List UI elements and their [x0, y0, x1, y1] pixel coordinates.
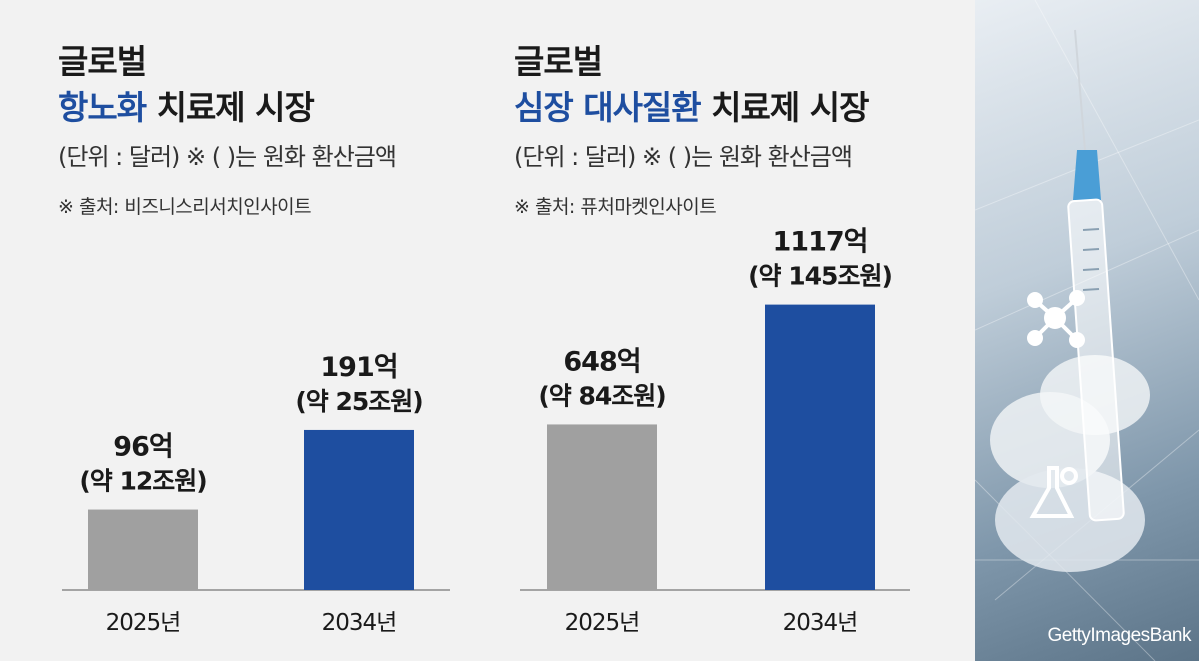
chart-title-line1: 글로벌	[514, 42, 603, 81]
x-tick-label-0: 2025년	[565, 610, 640, 636]
syringe-illustration	[975, 0, 1199, 661]
bar-1	[304, 429, 414, 590]
bar-value-label-0: 96억	[113, 432, 172, 463]
bar-value-label-1: 1117억	[773, 227, 868, 258]
chart-title-rest: 치료제 시장	[700, 88, 869, 127]
molecule-icon	[1027, 290, 1085, 348]
bar-sub-label-0: (약 84조원)	[538, 381, 665, 410]
bar-value-label-1: 191억	[320, 352, 397, 383]
bar-0	[88, 509, 198, 590]
chart-subtitle: (단위 : 달러) ※ ( )는 원화 환산금액	[514, 143, 853, 171]
chart-title-line1: 글로벌	[58, 42, 147, 81]
bar-sub-label-1: (약 145조원)	[748, 262, 892, 291]
bar-chart-cardiometabolic: (약 84조원) 648억 2025년 (약 145조원) 1117억 2034년	[520, 227, 910, 636]
chart-title-line2: 심장 대사질환 치료제 시장	[514, 88, 869, 128]
bar-0	[547, 424, 657, 590]
chart-title-accent: 항노화	[58, 88, 147, 127]
x-tick-label-1: 2034년	[783, 610, 858, 636]
bar-sub-label-1: (약 25조원)	[295, 387, 422, 416]
chart-panel-cardiometabolic: 글로벌 심장 대사질환 치료제 시장 (단위 : 달러) ※ ( )는 원화 환…	[490, 0, 975, 661]
chart-panel-anti-aging: 글로벌 항노화 치료제 시장 (단위 : 달러) ※ ( )는 원화 환산금액 …	[0, 0, 490, 661]
photo-credit: GettyImagesBank	[1047, 625, 1191, 646]
flask-icon	[1029, 466, 1078, 518]
bar-value-label-0: 648억	[563, 346, 640, 377]
chart-source: ※ 출처: 비즈니스리서치인사이트	[58, 196, 312, 218]
chart-title-accent: 심장 대사질환	[514, 88, 702, 127]
stock-photo: GettyImagesBank	[975, 0, 1199, 661]
syringe-icon	[1067, 29, 1125, 522]
bar-chart-anti-aging: (약 12조원) 96억 2025년 (약 25조원) 191억 2034년	[62, 352, 450, 636]
x-tick-label-0: 2025년	[106, 610, 181, 636]
bar-1	[765, 304, 875, 590]
bar-sub-label-0: (약 12조원)	[79, 467, 206, 496]
chart-title-rest: 치료제 시장	[146, 88, 315, 127]
chart-source: ※ 출처: 퓨처마켓인사이트	[514, 196, 717, 218]
chart-subtitle: (단위 : 달러) ※ ( )는 원화 환산금액	[58, 143, 397, 171]
x-tick-label-1: 2034년	[322, 610, 397, 636]
chart-title-line2: 항노화 치료제 시장	[58, 88, 315, 128]
hand-shape	[990, 355, 1150, 572]
